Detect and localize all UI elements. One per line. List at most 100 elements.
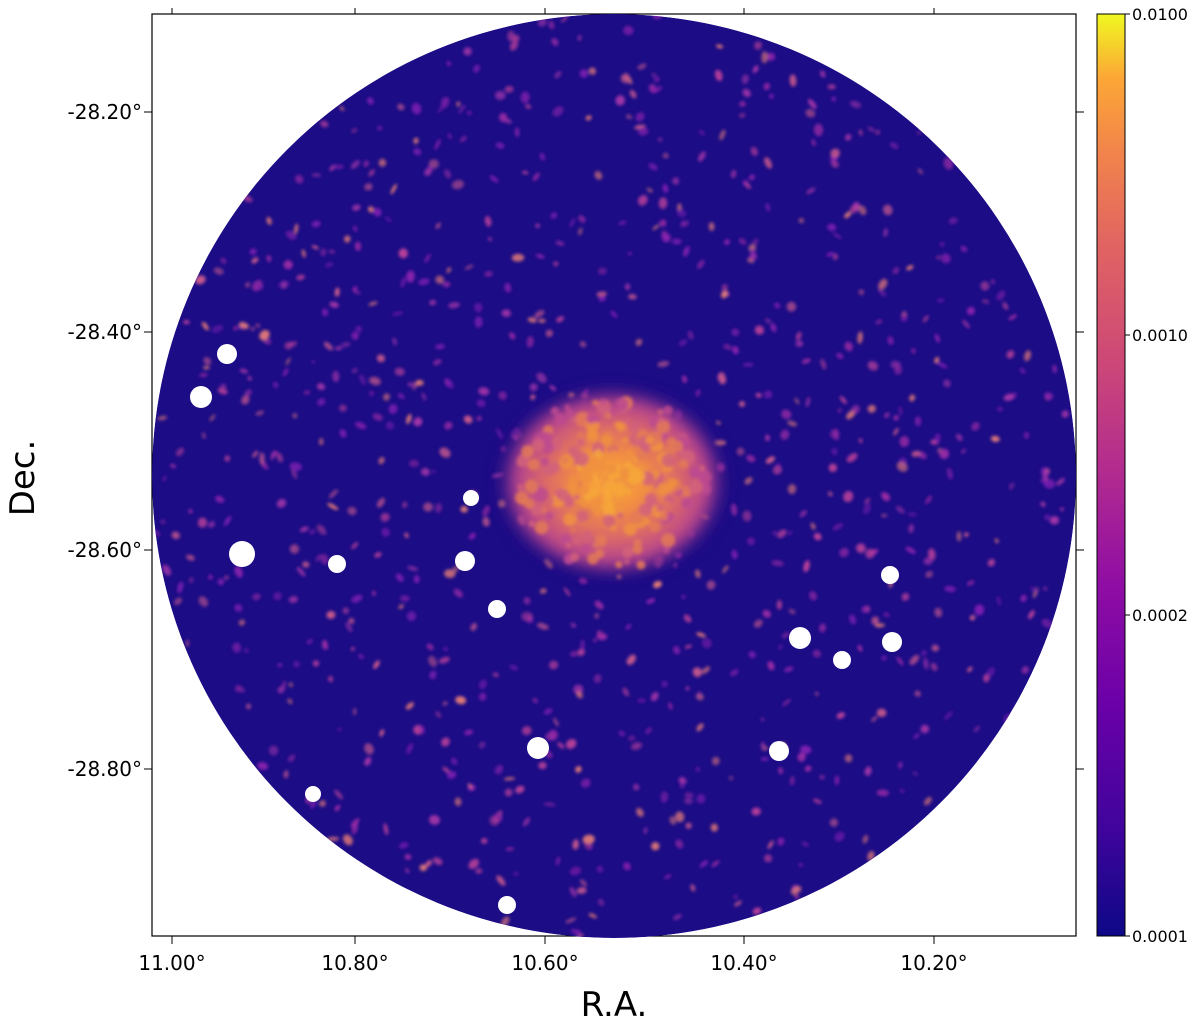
- noise-blob: [937, 447, 942, 454]
- noise-blob: [446, 60, 451, 67]
- noise-blob: [800, 745, 812, 754]
- noise-blob: [501, 309, 511, 318]
- noise-blob: [498, 391, 507, 400]
- noise-blob: [730, 169, 737, 179]
- noise-blob: [657, 137, 663, 143]
- noise-blob: [916, 130, 921, 135]
- noise-blob: [772, 465, 783, 475]
- noise-blob: [563, 587, 571, 597]
- noise-blob: [925, 495, 933, 505]
- noise-blob: [780, 429, 790, 440]
- noise-blob: [874, 623, 885, 628]
- noise-blob: [771, 560, 784, 567]
- noise-blob: [742, 88, 751, 98]
- noise-blob: [789, 776, 795, 786]
- core-clump: [698, 470, 712, 485]
- core-clump: [609, 449, 618, 458]
- noise-blob: [1028, 610, 1035, 620]
- noise-blob: [376, 125, 383, 131]
- core-clump: [568, 483, 579, 494]
- noise-blob: [444, 169, 452, 179]
- core-clump: [601, 465, 607, 472]
- noise-blob: [327, 502, 339, 511]
- noise-blob: [884, 412, 890, 418]
- noise-blob: [894, 366, 902, 375]
- noise-blob: [311, 245, 319, 250]
- y-tick-label: -28.40°: [68, 320, 142, 344]
- noise-blob: [244, 648, 249, 653]
- noise-blob: [754, 325, 765, 335]
- noise-blob: [971, 422, 980, 431]
- noise-blob: [739, 100, 746, 107]
- masked-source: [833, 651, 851, 669]
- noise-blob: [468, 532, 476, 540]
- core-clump: [694, 483, 704, 492]
- noise-blob: [883, 204, 893, 216]
- noise-blob: [684, 797, 693, 805]
- core-clump: [593, 449, 603, 459]
- noise-blob: [974, 604, 985, 616]
- x-tick-label: 10.40°: [710, 951, 777, 975]
- noise-blob: [746, 258, 755, 264]
- noise-blob: [438, 656, 450, 664]
- noise-blob: [875, 129, 880, 135]
- noise-blob: [388, 403, 398, 414]
- noise-blob: [509, 664, 519, 671]
- core-clump: [614, 421, 622, 429]
- noise-blob: [914, 690, 921, 697]
- noise-blob: [443, 646, 449, 652]
- noise-blob: [966, 580, 975, 586]
- noise-blob: [383, 393, 390, 401]
- noise-blob: [741, 74, 749, 84]
- core-clump: [578, 484, 590, 496]
- noise-blob: [901, 592, 910, 601]
- noise-blob: [867, 126, 875, 132]
- noise-blob: [715, 420, 722, 425]
- masked-source: [881, 566, 899, 584]
- y-tick-label: -28.20°: [68, 100, 142, 124]
- noise-blob: [381, 527, 390, 537]
- noise-blob: [220, 258, 227, 264]
- core-clump: [586, 413, 597, 424]
- noise-blob: [896, 461, 908, 472]
- noise-blob: [1043, 479, 1056, 489]
- noise-blob: [451, 757, 458, 765]
- noise-blob: [374, 552, 382, 558]
- core-clump: [592, 541, 599, 548]
- core-clump: [517, 484, 524, 491]
- core-clump: [638, 503, 652, 516]
- noise-blob: [446, 267, 452, 274]
- noise-blob: [776, 529, 787, 538]
- noise-blob: [770, 323, 777, 333]
- noise-blob: [680, 220, 686, 228]
- noise-blob: [522, 817, 531, 827]
- core-clump: [685, 502, 691, 508]
- noise-blob: [342, 607, 349, 614]
- noise-blob: [628, 252, 632, 256]
- noise-blob: [241, 395, 250, 405]
- core-clump: [545, 511, 554, 521]
- noise-blob: [535, 223, 540, 228]
- noise-blob: [799, 510, 808, 518]
- noise-blob: [429, 299, 437, 306]
- noise-blob: [251, 257, 259, 264]
- noise-blob: [859, 129, 863, 136]
- noise-blob: [259, 329, 270, 341]
- noise-blob: [197, 517, 208, 528]
- noise-blob: [344, 235, 351, 243]
- noise-blob: [434, 138, 441, 150]
- noise-blob: [549, 385, 557, 391]
- noise-blob: [188, 509, 193, 514]
- noise-blob: [294, 223, 299, 235]
- core-clump: [597, 473, 604, 480]
- noise-blob: [473, 64, 480, 73]
- noise-blob: [364, 743, 374, 755]
- noise-blob: [736, 447, 745, 456]
- noise-blob: [428, 655, 438, 667]
- noise-blob: [746, 537, 756, 546]
- noise-blob: [698, 129, 705, 136]
- noise-blob: [557, 742, 565, 749]
- x-tick-label: 10.60°: [511, 951, 578, 975]
- noise-blob: [397, 393, 405, 400]
- noise-blob: [474, 302, 483, 313]
